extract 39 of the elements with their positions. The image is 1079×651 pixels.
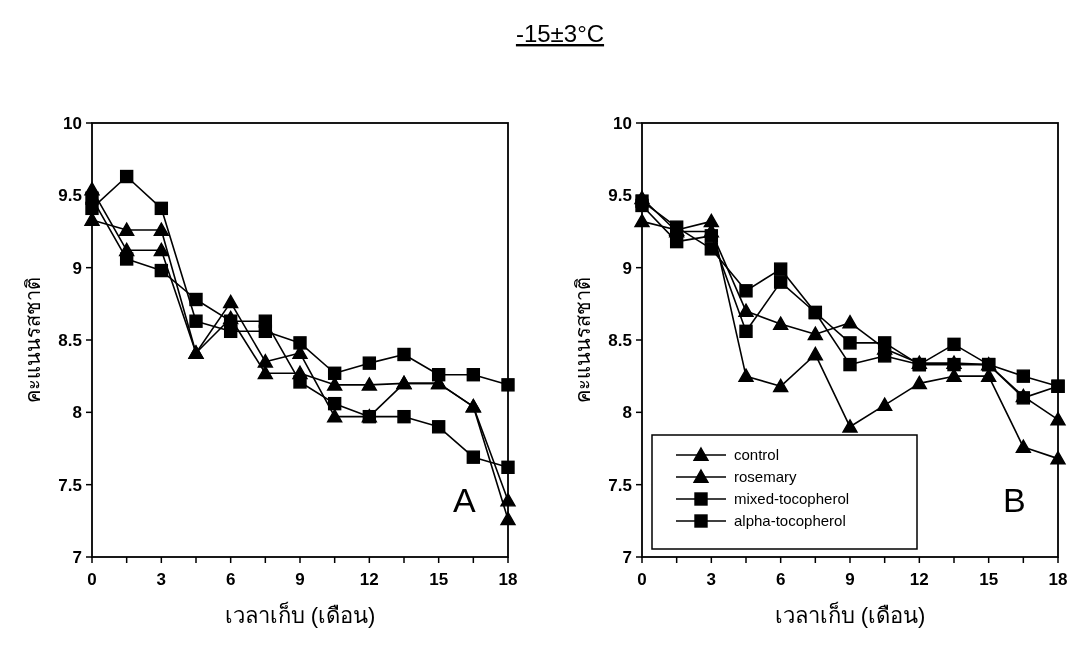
x-tick-label: 9 bbox=[845, 570, 855, 589]
x-tick-label: 0 bbox=[87, 570, 97, 589]
x-tick-label: 9 bbox=[295, 570, 305, 589]
y-axis-title: คะแนนรสชาติ bbox=[22, 277, 44, 403]
y-tick-label: 9 bbox=[72, 258, 82, 278]
y-tick-label: 8 bbox=[72, 403, 82, 423]
legend-label: mixed-tocopherol bbox=[734, 490, 850, 507]
y-tick-label: 7.5 bbox=[608, 475, 632, 495]
x-tick-label: 6 bbox=[775, 570, 786, 589]
x-tick-label: 0 bbox=[637, 570, 647, 589]
x-tick-label: 15 bbox=[979, 570, 999, 589]
x-axis-title: เวลาเก็บ (เดือน) bbox=[224, 601, 376, 628]
y-tick-label: 7.5 bbox=[58, 475, 82, 495]
y-tick-label: 7 bbox=[622, 548, 632, 567]
x-tick-label: 12 bbox=[359, 570, 379, 589]
legend-label: control bbox=[734, 446, 780, 463]
annotation: B bbox=[1003, 481, 1026, 519]
y-tick-label: 8.5 bbox=[608, 331, 632, 350]
y-tick-label: 10 bbox=[613, 114, 632, 133]
y-axis-title: คะแนนรสชาติ bbox=[572, 277, 594, 403]
legend-label: alpha-tocopherol bbox=[734, 512, 846, 529]
y-tick-label: 8 bbox=[622, 403, 632, 423]
x-tick-label: 18 bbox=[498, 570, 518, 589]
x-tick-label: 12 bbox=[909, 570, 929, 589]
text: -15±3°C bbox=[515, 20, 605, 47]
x-tick-label: 3 bbox=[706, 570, 717, 589]
y-tick-label: 10 bbox=[63, 114, 82, 133]
annotation: A bbox=[453, 481, 476, 519]
x-tick-label: 6 bbox=[225, 570, 236, 589]
x-tick-label: 3 bbox=[156, 570, 167, 589]
y-tick-label: 9.5 bbox=[58, 186, 82, 206]
x-tick-label: 15 bbox=[429, 570, 449, 589]
x-tick-label: 18 bbox=[1048, 570, 1068, 589]
y-tick-label: 9.5 bbox=[608, 186, 632, 206]
y-tick-label: 8.5 bbox=[58, 331, 82, 350]
legend-label: rosemary bbox=[734, 468, 798, 485]
y-tick-label: 7 bbox=[72, 548, 82, 567]
x-axis-title: เวลาเก็บ (เดือน) bbox=[774, 601, 926, 628]
y-tick-label: 9 bbox=[622, 258, 632, 278]
